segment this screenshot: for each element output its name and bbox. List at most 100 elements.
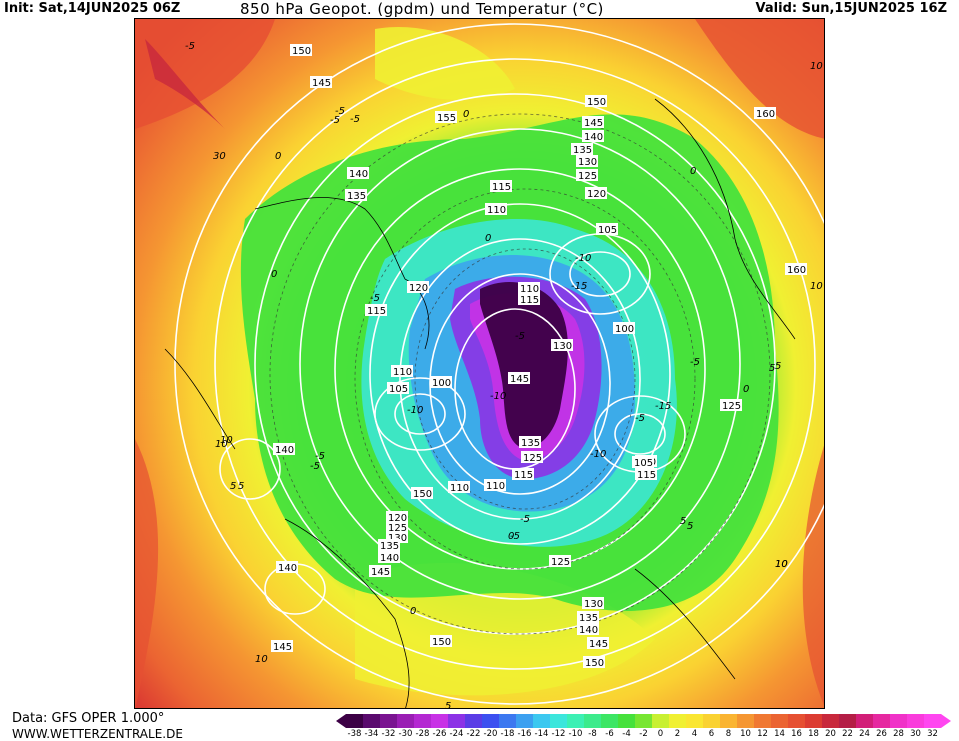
geopot-label: 110 [393, 367, 412, 378]
website-link[interactable]: WWW.WETTERZENTRALE.DE [12, 727, 183, 741]
colorbar-segment [448, 714, 465, 728]
geopot-label: 150 [587, 97, 606, 108]
geopot-label: 120 [587, 189, 606, 200]
temp-label: -5 [310, 461, 320, 472]
temperature-labels: -5 0 -5 0 -5 0 -10 -15 -10 5 10 -5 -5 0 … [185, 41, 823, 709]
colorbar-segment [907, 714, 924, 728]
colorbar-tick-label: -24 [449, 729, 464, 739]
colorbar-tick-label: 4 [691, 729, 698, 739]
map-svg: 150 145 155 150 145 140 135 130 125 120 … [135, 19, 824, 709]
temp-label: -10 [575, 253, 591, 264]
temp-label: -10 [407, 405, 423, 416]
geopot-label: 125 [388, 523, 407, 534]
temp-label: -5 [335, 106, 345, 117]
colorbar-tick-label: 14 [774, 729, 785, 739]
colorbar-segment [652, 714, 669, 728]
geopot-label: 105 [634, 458, 653, 469]
colorbar-segment [856, 714, 873, 728]
colorbar-tick-label: 18 [808, 729, 819, 739]
colorbar-tick-label: 12 [757, 729, 768, 739]
geopot-label: 140 [275, 445, 294, 456]
geopot-label: 100 [615, 324, 634, 335]
colorbar-arrow-left [336, 714, 346, 728]
colorbar-segment [414, 714, 431, 728]
colorbar-tick-label: 22 [842, 729, 853, 739]
geopot-label: 125 [551, 557, 570, 568]
colorbar-tick-label: -26 [432, 729, 447, 739]
colorbar-segment [669, 714, 686, 728]
colorbar-tick-label: 30 [910, 729, 921, 739]
geopot-label: 115 [492, 182, 511, 193]
geopot-label: 115 [520, 295, 539, 306]
colorbar-tick-label: -16 [517, 729, 532, 739]
geopot-label: 115 [637, 470, 656, 481]
colorbar-segment [499, 714, 516, 728]
geopotential-labels: 150 145 155 150 145 140 135 130 125 120 … [271, 44, 807, 669]
colorbar-segment [567, 714, 584, 728]
temp-label: 0 [690, 166, 696, 177]
temperature-isotherms [269, 113, 771, 635]
colorbar-segment [754, 714, 771, 728]
colorbar-segment [873, 714, 890, 728]
temp-label: -5 [690, 357, 700, 368]
geopot-label: 135 [521, 438, 540, 449]
colorbar-segment [703, 714, 720, 728]
colorbar-segment [618, 714, 635, 728]
temp-label: 5 [445, 701, 451, 709]
geopot-label: 105 [389, 384, 408, 395]
geopot-label: 145 [371, 567, 390, 578]
temp-label: -5 [370, 293, 380, 304]
geopot-label: 100 [432, 378, 451, 389]
colorbar-segment [924, 714, 941, 728]
colorbar-segment [550, 714, 567, 728]
temp-label: 10 [775, 559, 788, 570]
geopot-label: 160 [787, 265, 806, 276]
geopot-label: 135 [380, 541, 399, 552]
colorbar-tick-label: 16 [791, 729, 802, 739]
colorbar-segment [380, 714, 397, 728]
warm-region-e [802, 445, 824, 706]
weather-map: 150 145 155 150 145 140 135 130 125 120 … [134, 18, 825, 709]
header: Init: Sat,14JUN2025 06Z 850 hPa Geopot. … [0, 0, 959, 18]
temp-label: 10 [215, 439, 228, 450]
geopot-label: 155 [437, 113, 456, 124]
geopot-label: 145 [312, 78, 331, 89]
temp-label: 0 [275, 151, 281, 162]
geopot-label: 150 [432, 637, 451, 648]
colorbar-tick-label: 26 [876, 729, 887, 739]
temp-label: -10 [590, 449, 606, 460]
colorbar-segment [482, 714, 499, 728]
colorbar-tick-label: 8 [725, 729, 732, 739]
colorbar-segment [737, 714, 754, 728]
temp-label: -5 [520, 514, 530, 525]
temp-label: -5 [510, 531, 520, 542]
data-source: Data: GFS OPER 1.000° [12, 711, 165, 726]
temp-label: -15 [655, 401, 671, 412]
temp-label: 10 [810, 61, 823, 72]
colorbar-segment [397, 714, 414, 728]
colorbar-tick-label: -28 [415, 729, 430, 739]
temp-label: 0 [271, 269, 277, 280]
colorbar-tick-label: 10 [740, 729, 751, 739]
geopot-label: 115 [367, 306, 386, 317]
colorbar-tick-label: 32 [927, 729, 938, 739]
temp-label: 10 [810, 281, 823, 292]
temp-label: 5 [230, 481, 236, 492]
warm-region-ne [695, 19, 824, 139]
temp-label: -10 [490, 391, 506, 402]
temp-label: -5 [515, 331, 525, 342]
colorbar-tick-label: 0 [657, 729, 664, 739]
colorbar-segment [465, 714, 482, 728]
colorbar-tick-label: -18 [500, 729, 515, 739]
geopot-label: 145 [510, 374, 529, 385]
colorbar-segment [363, 714, 380, 728]
colorbar-tick-label: -34 [364, 729, 379, 739]
hot-spot-nw [145, 39, 225, 129]
geopot-label: 105 [598, 225, 617, 236]
temp-label: -5 [315, 451, 325, 462]
temp-label: 10 [775, 559, 788, 570]
colorbar-segment [890, 714, 907, 728]
geopot-label: 130 [578, 157, 597, 168]
warm-region-nw [135, 19, 275, 129]
geopot-label: 140 [579, 625, 598, 636]
